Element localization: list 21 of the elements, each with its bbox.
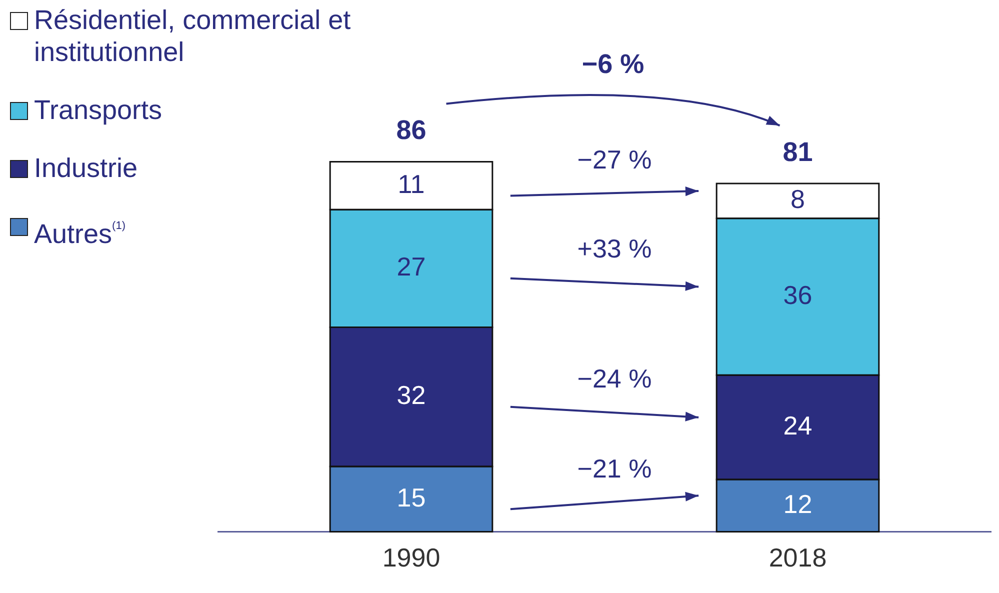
data-label: 12 [783, 488, 812, 519]
data-label: 27 [396, 252, 426, 282]
data-label: 11 [398, 168, 425, 199]
x-tick-label: 1990 [382, 542, 440, 573]
annotation: −24 % [577, 363, 652, 394]
legend-label: Industrie [34, 152, 139, 184]
data-label: 24 [783, 410, 812, 440]
annotation: −27 % [577, 144, 652, 174]
legend-label: Autres$^{(1)}$ [34, 218, 126, 250]
legend-label: Transports [34, 94, 164, 126]
data-label: 36 [783, 280, 812, 310]
data-label: 15 [396, 482, 426, 512]
total-label: 81 [782, 136, 813, 167]
data-label: 32 [396, 380, 426, 410]
x-tick-label: 2018 [768, 542, 827, 573]
text: −6 % [582, 49, 644, 80]
data-label: 8 [790, 184, 805, 214]
annotation: −21 % [577, 454, 652, 484]
total-label: 86 [396, 115, 426, 146]
annotation: +33 % [577, 234, 652, 264]
legend-label: Résidentiel, commercial et institutionnel [34, 4, 352, 68]
